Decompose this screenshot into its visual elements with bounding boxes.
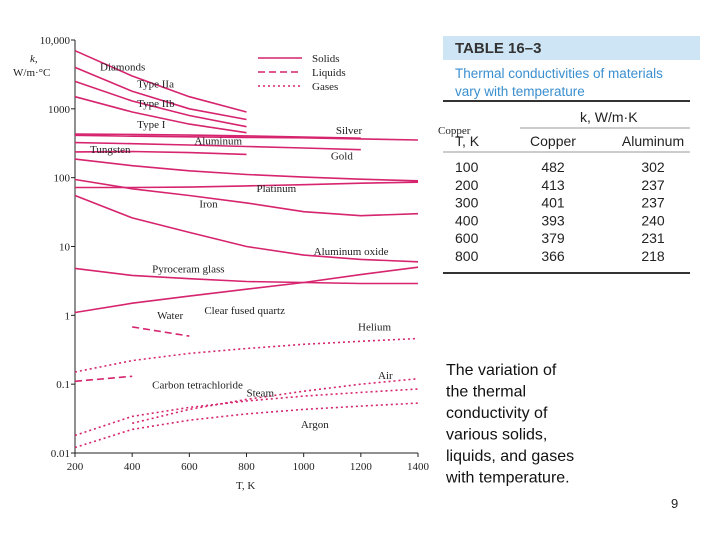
curve-label: Diamonds	[100, 62, 145, 74]
curve-label: Steam	[247, 387, 275, 399]
caption: liquids, and gases	[446, 448, 574, 465]
curve	[74, 150, 247, 156]
table-cell: 401	[541, 195, 565, 211]
curve-label: Silver	[336, 125, 363, 137]
y-tick-label: 0.01	[51, 448, 70, 460]
x-tick-label: 1400	[407, 461, 430, 473]
table-cell: 379	[541, 230, 565, 246]
y-axis-label: W/m·°C	[13, 67, 50, 79]
caption: various solids,	[446, 427, 547, 444]
table-cell: 413	[541, 177, 565, 193]
x-tick-label: 1200	[350, 461, 373, 473]
curve	[74, 337, 419, 373]
table-cell: 600	[455, 230, 479, 246]
y-tick-label: 1	[65, 310, 71, 322]
y-tick-label: 100	[54, 173, 71, 185]
table-header: T, K	[455, 133, 480, 149]
table-cell: 237	[641, 195, 665, 211]
curve-label: Air	[378, 370, 393, 382]
curve-label: Water	[157, 310, 183, 322]
x-tick-label: 800	[238, 461, 255, 473]
table-subtitle: Thermal conductivities of materials	[455, 66, 663, 81]
curve	[132, 326, 190, 337]
table-cell: 393	[541, 212, 565, 228]
table-title: TABLE 16–3	[455, 40, 541, 57]
table-cell: 400	[455, 212, 479, 228]
table-cell: 231	[641, 230, 665, 246]
legend-label: Liquids	[312, 67, 346, 79]
y-tick-label: 0.1	[56, 379, 70, 391]
caption: the thermal	[446, 384, 526, 401]
y-tick-label: 10	[59, 242, 71, 254]
y-axis-label: k,	[30, 53, 38, 65]
curve	[74, 388, 419, 437]
curve	[75, 181, 419, 189]
curve-label: Type I	[137, 119, 166, 131]
table-subtitle: vary with temperature	[455, 84, 585, 99]
x-tick-label: 400	[124, 461, 141, 473]
curve	[74, 158, 419, 182]
table-cell: 366	[541, 248, 565, 264]
curve-label: Carbon tetrachloride	[152, 379, 243, 391]
curve	[74, 375, 133, 383]
curve-label: Argon	[301, 419, 329, 431]
curve	[74, 80, 247, 128]
curve	[74, 134, 419, 141]
table-title-bar	[443, 36, 700, 60]
table-cell: 482	[541, 159, 565, 175]
curve	[74, 95, 247, 134]
curve-label: Aluminum oxide	[314, 246, 389, 258]
curve	[74, 194, 419, 263]
caption: with temperature.	[445, 470, 570, 487]
curve	[132, 377, 419, 425]
table-cell: 800	[455, 248, 479, 264]
curve	[74, 266, 419, 314]
curve-label: Gold	[331, 151, 354, 163]
table-cell: 100	[455, 159, 479, 175]
curve-label: Type IIb	[137, 98, 175, 110]
table-cell: 218	[641, 248, 665, 264]
curve-label: Copper	[438, 125, 471, 137]
curve-label: Platinum	[257, 183, 297, 195]
page-number: 9	[671, 496, 678, 511]
curve-label: Pyroceram glass	[152, 263, 224, 275]
table-cell: 302	[641, 159, 665, 175]
curve-label: Type IIa	[137, 78, 174, 90]
x-tick-label: 1000	[293, 461, 316, 473]
table-unit: k, W/m·K	[580, 109, 638, 125]
table-cell: 200	[455, 177, 479, 193]
table-cell: 300	[455, 195, 479, 211]
curve-label: Clear fused quartz	[204, 305, 285, 317]
table-cell: 240	[641, 212, 665, 228]
x-axis-label: T, K	[236, 480, 255, 492]
table-header: Aluminum	[622, 133, 684, 149]
x-tick-label: 600	[181, 461, 198, 473]
x-tick-label: 200	[67, 461, 84, 473]
table-cell: 237	[641, 177, 665, 193]
curve-label: Aluminum	[194, 136, 242, 148]
caption: The variation of	[446, 362, 557, 379]
curve	[74, 66, 247, 121]
legend-label: Gases	[312, 81, 338, 93]
legend-label: Solids	[312, 53, 340, 65]
y-tick-label: 10,000	[40, 35, 71, 47]
curve-label: Tungsten	[90, 144, 131, 156]
table-header: Copper	[530, 133, 576, 149]
curve-label: Iron	[199, 199, 218, 211]
curve	[74, 141, 361, 151]
curve-label: Helium	[358, 322, 391, 334]
y-tick-label: 1000	[48, 104, 71, 116]
curve	[74, 267, 418, 285]
curve	[74, 178, 419, 217]
curve	[74, 402, 419, 449]
curve	[74, 49, 247, 113]
caption: conductivity of	[446, 405, 548, 422]
